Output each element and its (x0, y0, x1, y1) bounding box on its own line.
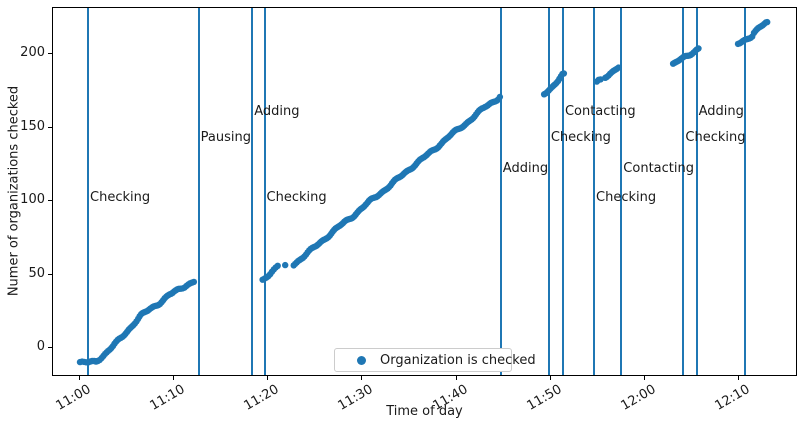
event-label: Checking (596, 190, 657, 206)
y-tick (48, 273, 52, 275)
scatter-point (282, 261, 289, 269)
x-tick (737, 376, 739, 380)
x-tick (361, 376, 363, 380)
y-tick (48, 126, 52, 128)
event-label: Contacting (564, 103, 636, 119)
y-tick-label: 200 (20, 45, 45, 61)
scatter-point (560, 70, 568, 77)
y-tick (48, 347, 52, 348)
scatter-series (76, 18, 771, 366)
x-tick (643, 376, 645, 380)
x-axis-label: Time of day (386, 404, 463, 419)
event-label: Adding (698, 103, 744, 119)
legend: Organization is checked (334, 348, 536, 372)
event-line (499, 8, 502, 375)
x-tick (173, 376, 175, 380)
y-tick-label: 0 (36, 339, 45, 354)
event-line (87, 8, 89, 375)
y-tick-label: 100 (20, 192, 45, 208)
event-line (682, 8, 685, 375)
scatter-marker-icon (357, 355, 366, 365)
y-tick (48, 53, 52, 55)
y-tick (48, 200, 52, 202)
event-label: Checking (266, 190, 327, 206)
plot-area (52, 7, 797, 376)
event-line (695, 8, 698, 375)
scatter-point (695, 45, 702, 52)
event-label: Adding (502, 160, 549, 176)
x-tick (455, 376, 457, 380)
scatter-point (496, 93, 504, 101)
scatter-point (615, 64, 622, 71)
event-line (197, 8, 200, 375)
y-tick-label: 50 (28, 265, 45, 281)
x-tick (267, 376, 269, 380)
event-line (620, 8, 623, 375)
event-line (561, 8, 564, 375)
event-line (547, 8, 550, 375)
event-line (251, 8, 254, 375)
event-label: Checking (90, 190, 151, 206)
event-line (263, 8, 266, 375)
event-label: Adding (254, 103, 300, 119)
x-tick (79, 376, 80, 380)
scatter-point (190, 278, 198, 286)
scatter-point (764, 18, 771, 26)
event-line (743, 8, 746, 375)
x-tick (549, 376, 551, 380)
event-label: Checking (685, 130, 746, 146)
event-label: Pausing (200, 130, 251, 146)
legend-label: Organization is checked (380, 352, 536, 368)
y-tick-label: 150 (20, 118, 45, 134)
scatter-point (274, 262, 281, 269)
y-axis-label: Numer of organizations checked (6, 85, 22, 297)
event-label: Checking (550, 130, 611, 146)
event-label: Contacting (623, 160, 694, 176)
event-line (593, 8, 595, 375)
